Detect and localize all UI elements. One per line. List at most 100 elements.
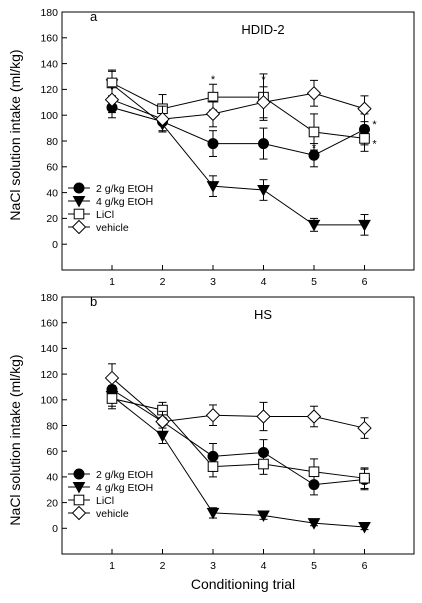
legend-label: vehicle <box>96 508 129 520</box>
legend-label: 4 g/kg EtOH <box>96 196 153 208</box>
y-tick-label: 180 <box>40 292 58 304</box>
y-tick-label: 100 <box>40 110 58 122</box>
data-point <box>207 138 219 150</box>
y-tick-label: 20 <box>46 213 58 225</box>
significance-marker: * <box>312 142 317 154</box>
legend-marker <box>71 219 87 235</box>
series-line <box>111 398 365 479</box>
panel-letter: b <box>90 294 97 309</box>
y-tick-label: 60 <box>46 446 58 458</box>
data-point <box>357 420 372 436</box>
x-tick-label: 2 <box>160 276 166 288</box>
y-tick-label: 0 <box>52 239 58 251</box>
y-tick-label: 80 <box>46 420 58 432</box>
y-axis-label-panel-a: NaCl solution intake (ml/kg) <box>7 49 23 220</box>
series-line <box>111 83 365 226</box>
data-point <box>156 430 169 443</box>
significance-marker: * <box>372 119 377 131</box>
series-line <box>111 82 365 139</box>
data-point <box>307 518 321 530</box>
y-tick-label: 0 <box>52 523 58 535</box>
data-point <box>308 466 320 478</box>
series-line <box>111 395 365 528</box>
y-axis-label-panel-b: NaCl solution intake (ml/kg) <box>7 354 23 525</box>
panel-letter: a <box>90 9 98 24</box>
series-licl <box>106 69 370 152</box>
data-point <box>106 77 118 89</box>
y-tick-label: 140 <box>40 58 58 70</box>
data-point <box>256 95 271 110</box>
data-point <box>358 522 371 534</box>
series-vehicle <box>104 363 372 439</box>
x-axis-label: Conditioning trial <box>191 576 295 592</box>
y-tick-label: 40 <box>46 472 58 484</box>
data-point <box>308 126 320 138</box>
data-point <box>205 106 221 122</box>
data-point <box>155 111 170 127</box>
y-tick-label: 20 <box>46 497 58 509</box>
y-tick-label: 120 <box>40 84 58 96</box>
x-tick-label: 6 <box>362 560 368 572</box>
y-tick-label: 160 <box>40 318 58 330</box>
data-point <box>258 138 269 150</box>
data-point <box>104 370 120 386</box>
panel-b: 0 20 40 60 80 100 120 140 160 180 1 2 3 4 5 6 b HS 2 g/kg … <box>40 292 415 572</box>
data-point <box>358 219 371 232</box>
series-2-g-kg-etoh <box>106 96 370 168</box>
data-point <box>104 92 120 107</box>
data-point <box>206 507 220 520</box>
x-tick-label: 3 <box>210 560 216 572</box>
data-point <box>205 408 221 423</box>
series-line <box>111 377 365 429</box>
data-point <box>207 91 219 103</box>
data-point <box>206 181 220 193</box>
legend-marker <box>72 482 86 494</box>
data-point <box>257 510 270 522</box>
data-point <box>106 393 118 404</box>
legend-label: 4 g/kg EtOH <box>96 482 153 494</box>
x-tick-label: 6 <box>362 276 368 288</box>
y-tick-label: 100 <box>40 395 58 407</box>
panel-title: HS <box>254 307 272 322</box>
y-tick-label: 80 <box>46 136 58 148</box>
series-line <box>111 106 365 156</box>
x-tick-label: 4 <box>261 560 267 572</box>
significance-marker: * <box>261 74 266 86</box>
series-line <box>111 92 365 120</box>
legend-marker <box>73 468 85 480</box>
legend-label: 2 g/kg EtOH <box>96 183 153 195</box>
y-tick-label: 120 <box>40 369 58 381</box>
legend-label: 2 g/kg EtOH <box>96 469 153 481</box>
legend-label: vehicle <box>96 222 129 234</box>
x-tick-label: 1 <box>109 560 115 572</box>
data-point <box>258 458 269 470</box>
y-tick-label: 160 <box>40 33 58 45</box>
series-vehicle <box>104 79 372 133</box>
x-tick-label: 1 <box>109 276 115 288</box>
data-point <box>155 414 170 429</box>
y-tick-label: 40 <box>46 187 58 199</box>
significance-marker: * <box>211 74 216 86</box>
series-line <box>111 389 365 486</box>
data-point <box>359 133 370 144</box>
data-point <box>256 409 271 424</box>
x-tick-label: 5 <box>311 560 317 572</box>
panel-title: HDID-2 <box>241 22 284 37</box>
panel-a: 0 20 40 60 80 100 120 140 160 180 1 2 3 4 5 6 a HDID-2 * * *… <box>40 7 415 288</box>
x-tick-label: 4 <box>261 276 267 288</box>
legend-marker <box>73 182 85 194</box>
legend-marker <box>71 505 87 521</box>
x-tick-label: 5 <box>311 276 317 288</box>
data-point <box>306 86 322 101</box>
data-point <box>307 219 321 232</box>
legend-marker <box>72 196 86 208</box>
legend-marker <box>73 494 85 506</box>
y-tick-label: 140 <box>40 343 58 355</box>
x-tick-label: 3 <box>210 276 216 288</box>
legend-label: LiCl <box>96 209 114 221</box>
data-point <box>359 472 370 484</box>
legend-marker <box>73 208 85 220</box>
